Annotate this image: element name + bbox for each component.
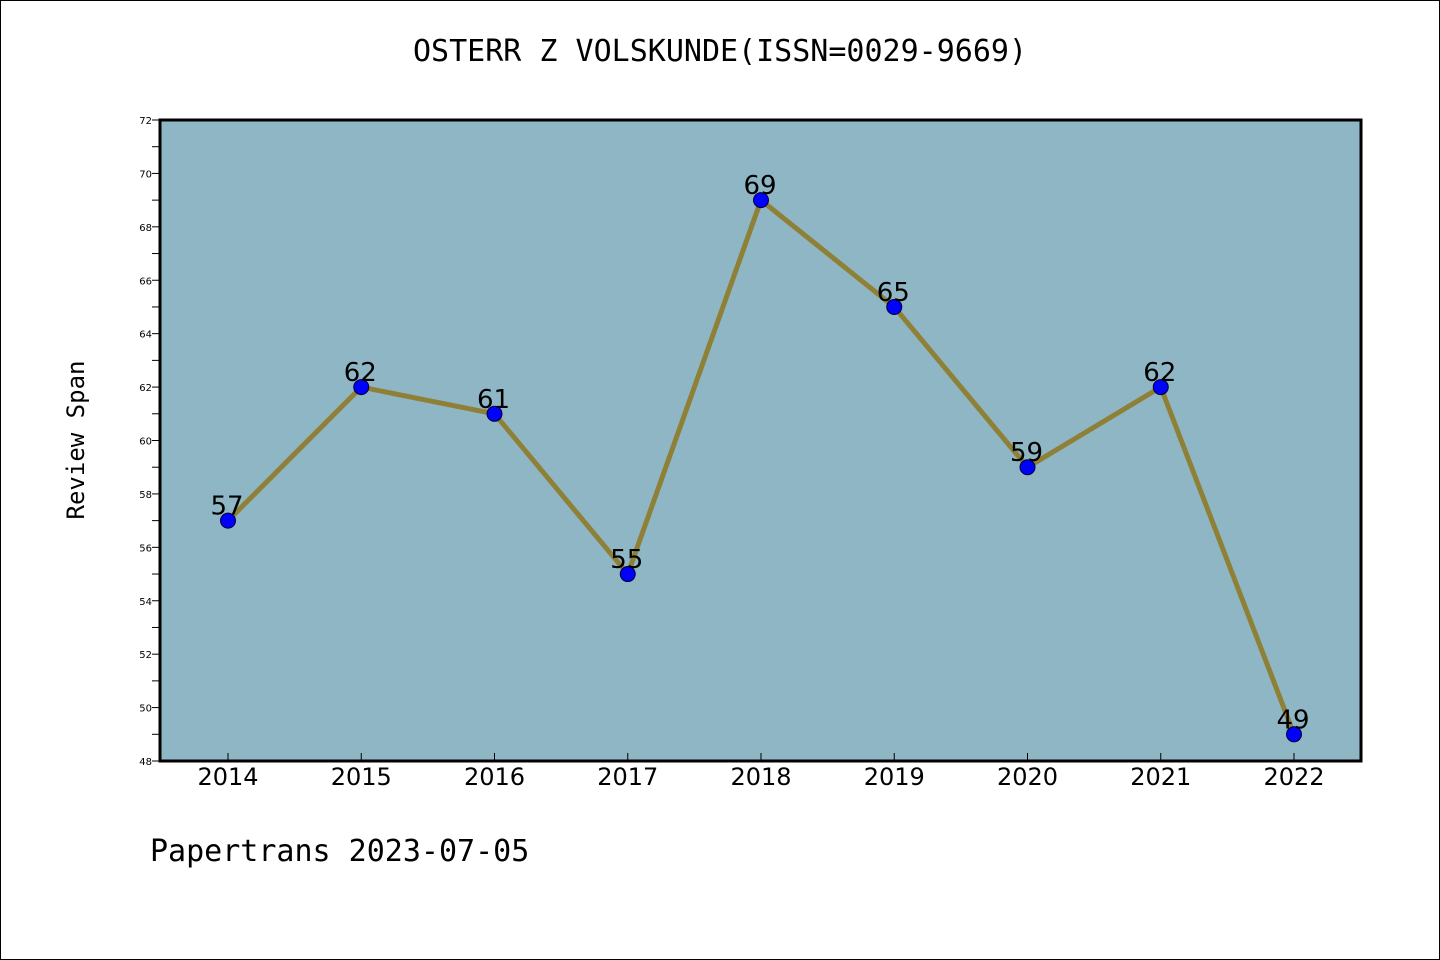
chart-title: OSTERR Z VOLSKUNDE(ISSN=0029-9669) [412,34,1028,69]
data-point [753,192,769,209]
data-label: 57 [210,492,243,522]
y-tick-label: 58 [139,490,152,501]
data-labels: 57 62 61 55 69 65 59 62 49 [210,171,1309,735]
data-point [486,405,503,422]
x-tick-label: 2022 [1263,763,1324,791]
y-tick-label: 62 [139,383,152,394]
y-tick-label: 60 [139,437,152,448]
y-tick-label: 72 [139,116,152,127]
y-tick-label: 50 [139,704,152,715]
data-label: 59 [1010,438,1043,468]
y-tick-label: 70 [139,169,152,180]
data-label: 69 [743,171,776,201]
x-tick-label: 2019 [864,763,925,791]
data-label: 49 [1276,705,1309,735]
y-tick-label: 56 [139,543,152,554]
x-axis: 2014 2015 2016 2017 2018 2019 2020 2021 2022 [197,753,1325,791]
footer-text: Papertrans 2023-07-05 [150,834,530,869]
y-tick-label: 68 [139,223,152,234]
y-tick-label: 66 [139,276,152,287]
plot-border [158,118,1363,763]
x-tick-label: 2016 [464,763,525,791]
data-label: 61 [477,385,510,415]
data-point [353,379,370,396]
x-tick-label: 2014 [197,763,258,791]
data-point [1152,379,1169,396]
x-tick-label: 2015 [331,763,392,791]
data-point [886,298,903,315]
x-tick-label: 2018 [730,763,791,791]
data-point [1019,459,1036,476]
data-label: 62 [344,358,377,388]
y-tick-label: 48 [139,757,152,768]
x-tick-label: 2021 [1130,763,1191,791]
y-axis: 48 50 52 54 56 58 60 62 64 66 68 70 72 [139,116,160,768]
plot-area [160,120,1361,761]
data-point [220,512,236,529]
y-tick-label: 52 [139,650,152,661]
data-point [1286,726,1302,743]
data-point [619,566,636,583]
data-label: 62 [1143,358,1176,388]
y-tick-label: 54 [139,597,152,608]
y-tick-label: 64 [139,330,152,341]
data-label: 55 [610,545,643,575]
data-points [220,192,1302,743]
x-tick-label: 2020 [997,763,1058,791]
x-tick-label: 2017 [597,763,658,791]
data-label: 65 [877,278,910,308]
